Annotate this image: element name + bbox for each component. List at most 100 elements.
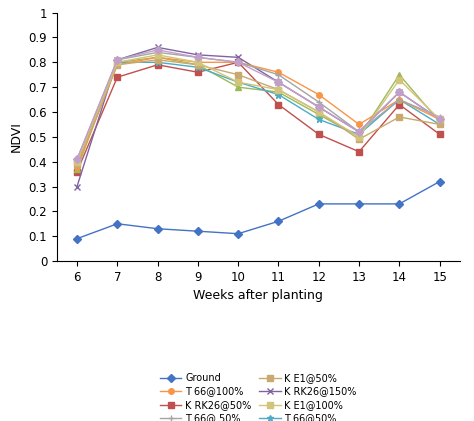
K RK 26@100: [155, 55, 160, 60]
T 66@100%: [195, 60, 201, 65]
K E1@150%: [396, 90, 402, 95]
K E1@100%: [155, 52, 160, 57]
K E1@50%: [396, 115, 402, 120]
K RK 26@100: [276, 90, 282, 95]
K RK 26@100: [74, 167, 80, 172]
K E1@50%: [114, 62, 120, 67]
K E1@100%: [276, 87, 282, 92]
K RK26@50%: [114, 75, 120, 80]
K RK26@150%: [195, 52, 201, 57]
K E1@100%: [74, 159, 80, 164]
K E1@150%: [74, 157, 80, 162]
K RK26@50%: [316, 132, 321, 137]
K RK 26@100: [356, 134, 362, 139]
Ground: [396, 201, 402, 206]
T 66@50%: [195, 65, 201, 70]
T 66@50%: [356, 132, 362, 137]
Line: K RK26@50%: K RK26@50%: [74, 59, 442, 174]
K E1@50%: [155, 57, 160, 62]
K RK26@50%: [195, 70, 201, 75]
K RK 26@100: [316, 112, 321, 117]
K E1@100%: [195, 60, 201, 65]
K E1@50%: [195, 62, 201, 67]
K E1@50%: [74, 162, 80, 167]
K E1@150%: [235, 60, 241, 65]
K E1@150%: [356, 129, 362, 134]
T 66@ 50%: [316, 99, 321, 104]
K E1@50%: [316, 109, 321, 115]
T 66@100%: [155, 55, 160, 60]
Ground: [235, 231, 241, 236]
T 66@100%: [396, 97, 402, 102]
Line: K E1@50%: K E1@50%: [74, 57, 442, 167]
Ground: [276, 219, 282, 224]
Y-axis label: NDVI: NDVI: [10, 121, 23, 152]
T 66@ 50%: [437, 115, 442, 120]
T 66@ 50%: [195, 55, 201, 60]
K RK26@50%: [356, 149, 362, 154]
T 66@ 50%: [235, 60, 241, 65]
Ground: [356, 201, 362, 206]
K E1@150%: [437, 117, 442, 122]
K E1@150%: [155, 48, 160, 53]
K RK26@50%: [155, 62, 160, 67]
K RK26@150%: [316, 104, 321, 109]
Line: T 66@ 50%: T 66@ 50%: [73, 49, 443, 163]
K E1@100%: [396, 77, 402, 82]
T 66@50%: [316, 117, 321, 122]
Line: K RK 26@100: K RK 26@100: [73, 54, 443, 173]
K E1@50%: [356, 137, 362, 142]
K E1@50%: [235, 72, 241, 77]
T 66@ 50%: [396, 97, 402, 102]
Line: T 66@50%: T 66@50%: [73, 59, 443, 165]
T 66@50%: [74, 159, 80, 164]
K RK 26@100: [195, 62, 201, 67]
Ground: [114, 221, 120, 226]
Line: Ground: Ground: [74, 179, 442, 241]
T 66@50%: [235, 80, 241, 85]
K RK26@50%: [276, 102, 282, 107]
T 66@ 50%: [74, 157, 80, 162]
T 66@100%: [276, 70, 282, 75]
Line: T 66@100%: T 66@100%: [74, 55, 442, 169]
K RK26@150%: [276, 80, 282, 85]
Ground: [195, 229, 201, 234]
T 66@100%: [74, 164, 80, 169]
Legend: Ground, T 66@100%, K RK26@50%, T 66@ 50%, K RK 26@100, K E1@50%, K RK26@150%, K : Ground, T 66@100%, K RK26@50%, T 66@ 50%…: [157, 370, 360, 421]
K E1@150%: [195, 55, 201, 60]
K RK26@150%: [74, 184, 80, 189]
K E1@50%: [437, 122, 442, 127]
T 66@50%: [396, 97, 402, 102]
T 66@50%: [114, 60, 120, 65]
T 66@ 50%: [276, 72, 282, 77]
K E1@100%: [235, 80, 241, 85]
K E1@150%: [276, 80, 282, 85]
K RK26@150%: [235, 55, 241, 60]
K RK26@50%: [235, 60, 241, 65]
T 66@100%: [316, 92, 321, 97]
Line: K E1@100%: K E1@100%: [74, 52, 442, 165]
Line: K E1@150%: K E1@150%: [74, 47, 442, 162]
X-axis label: Weeks after planting: Weeks after planting: [193, 289, 323, 302]
Line: K RK26@150%: K RK26@150%: [73, 44, 443, 190]
K E1@150%: [316, 104, 321, 109]
T 66@100%: [235, 60, 241, 65]
K RK 26@100: [396, 72, 402, 77]
T 66@ 50%: [114, 57, 120, 62]
K RK26@50%: [74, 169, 80, 174]
Ground: [437, 179, 442, 184]
K E1@50%: [276, 87, 282, 92]
K RK26@150%: [114, 57, 120, 62]
T 66@100%: [356, 122, 362, 127]
K RK 26@100: [437, 120, 442, 125]
T 66@100%: [437, 117, 442, 122]
K E1@100%: [316, 109, 321, 115]
K E1@100%: [114, 60, 120, 65]
K RK26@50%: [437, 132, 442, 137]
Ground: [74, 236, 80, 241]
K RK 26@100: [114, 60, 120, 65]
T 66@50%: [276, 92, 282, 97]
K E1@150%: [114, 57, 120, 62]
T 66@50%: [437, 122, 442, 127]
Ground: [155, 226, 160, 231]
